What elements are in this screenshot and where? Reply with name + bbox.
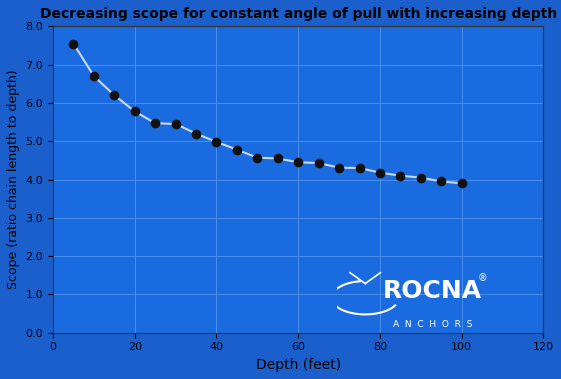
Text: ROCNA: ROCNA bbox=[383, 279, 482, 303]
Y-axis label: Scope (ratio chain length to depth): Scope (ratio chain length to depth) bbox=[7, 70, 20, 289]
Text: A  N  C  H  O  R  S: A N C H O R S bbox=[393, 320, 472, 329]
Text: ®: ® bbox=[478, 274, 488, 283]
Title: Decreasing scope for constant angle of pull with increasing depth: Decreasing scope for constant angle of p… bbox=[40, 7, 557, 21]
X-axis label: Depth (feet): Depth (feet) bbox=[256, 358, 341, 372]
